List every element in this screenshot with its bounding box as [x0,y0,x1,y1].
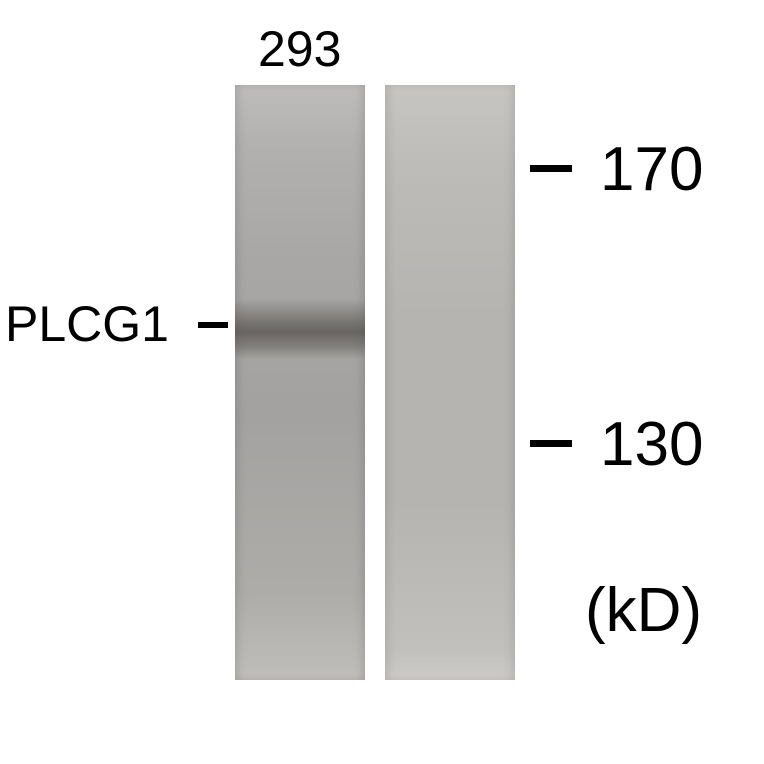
blot-lane-1 [235,85,365,680]
marker-tick-170 [530,165,572,172]
blot-figure: PLCG1 293 170 130 (kD) [0,0,764,764]
marker-label-170: 170 [600,134,703,205]
protein-label: PLCG1 [5,295,169,353]
marker-tick-130 [530,440,572,447]
marker-label-130: 130 [600,409,703,480]
unit-label: (kD) [585,575,702,646]
protein-tick [198,322,228,328]
blot-lane-2 [385,85,515,680]
protein-band [235,299,365,359]
lane-header-293: 293 [258,20,341,78]
